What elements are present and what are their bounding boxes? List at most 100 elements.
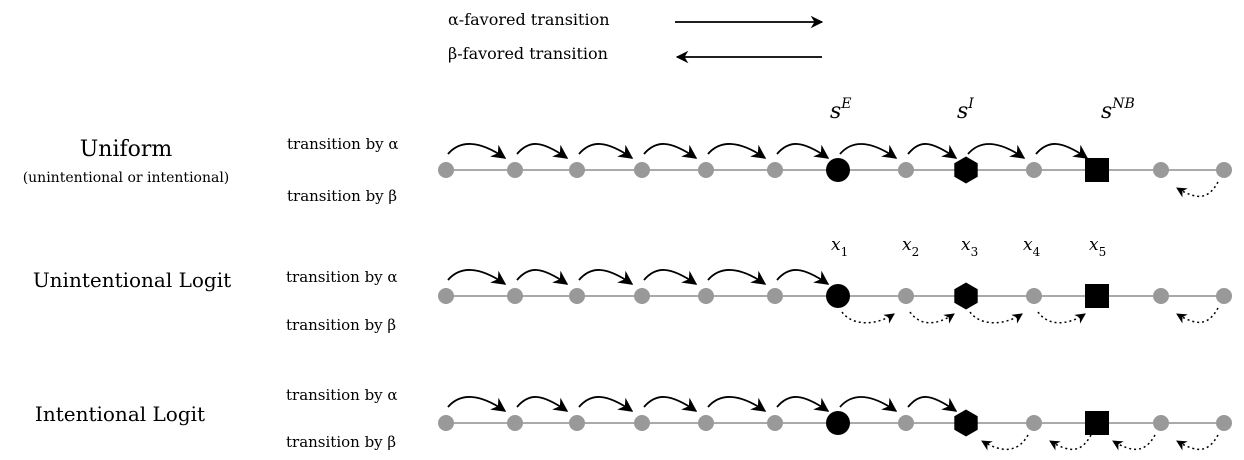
alpha-row-label: transition by α <box>286 268 398 286</box>
beta-transition-arrow <box>981 434 1029 451</box>
row-unintentional-logit: Unintentional Logit transition by α tran… <box>33 268 1232 334</box>
alpha-transition-arrow <box>776 396 830 412</box>
alpha-transition-arrow <box>776 269 830 285</box>
state-sNB-square <box>1085 284 1109 308</box>
alpha-transition-arrow <box>516 396 569 412</box>
state-node <box>569 415 585 431</box>
state-sE-circle <box>826 411 850 435</box>
state-node <box>898 162 914 178</box>
alpha-transition-arrow <box>643 143 698 159</box>
state-sNB-square <box>1085 411 1109 435</box>
alpha-transition-arrow <box>839 143 898 159</box>
alpha-transition-arrow <box>1035 143 1089 159</box>
state-node <box>634 162 650 178</box>
alpha-transition-arrow <box>447 269 507 285</box>
alpha-transition-arrow <box>907 396 958 412</box>
state-node <box>1153 162 1169 178</box>
x-labels: x1 x2 x3 x4 x5 <box>831 235 1106 259</box>
chain <box>438 270 1232 323</box>
state-sNB-square <box>1085 158 1109 182</box>
state-sE-circle <box>826 158 850 182</box>
alpha-transition-arrow <box>578 396 634 412</box>
state-node <box>1026 415 1042 431</box>
beta-transition-arrow <box>1037 311 1086 324</box>
alpha-transition-arrow <box>707 396 767 412</box>
alpha-transition-arrow <box>447 396 507 412</box>
legend-alpha-label: α-favored transition <box>448 10 610 29</box>
state-node <box>507 415 523 431</box>
beta-transition-arrow <box>1049 434 1092 451</box>
state-label-sNB: sNB <box>1101 96 1135 124</box>
alpha-transition-arrow <box>578 143 634 159</box>
row-intentional-logit: Intentional Logit transition by α transi… <box>35 386 1232 451</box>
x-label-5: x5 <box>1089 235 1106 259</box>
alpha-transition-arrow <box>839 396 898 412</box>
row-title: Unintentional Logit <box>33 268 231 292</box>
state-sI-hexagon <box>954 409 978 437</box>
state-node <box>767 288 783 304</box>
x-label-1: x1 <box>831 235 848 259</box>
beta-row-label: transition by β <box>286 433 396 451</box>
alpha-transition-arrow <box>907 143 958 159</box>
state-sI-hexagon <box>954 282 978 310</box>
state-node <box>1216 162 1232 178</box>
beta-transition-arrow <box>969 311 1023 324</box>
beta-transition-arrow <box>1176 181 1219 198</box>
alpha-transition-arrow <box>516 269 569 285</box>
state-labels: sE sI sNB <box>830 96 1135 124</box>
chain <box>438 144 1232 196</box>
state-node <box>698 162 714 178</box>
beta-row-label: transition by β <box>286 316 396 334</box>
x-label-3: x3 <box>961 235 978 259</box>
state-node <box>1216 288 1232 304</box>
row-title: Uniform <box>80 137 173 162</box>
alpha-transition-arrow <box>643 396 698 412</box>
state-node <box>438 415 454 431</box>
beta-row-label: transition by β <box>287 187 397 205</box>
state-node <box>1026 288 1042 304</box>
row-subtitle: (unintentional or intentional) <box>23 170 230 186</box>
state-sI-hexagon <box>954 156 978 184</box>
alpha-row-label: transition by α <box>287 135 399 153</box>
alpha-transition-arrow <box>516 143 569 159</box>
state-node <box>634 288 650 304</box>
beta-transition-arrow <box>909 311 955 324</box>
alpha-row-label: transition by α <box>286 386 398 404</box>
beta-transition-arrow <box>1176 307 1219 324</box>
state-node <box>767 415 783 431</box>
alpha-transition-arrow <box>447 143 507 159</box>
legend: α-favored transition β-favored transitio… <box>448 10 824 64</box>
state-node <box>569 162 585 178</box>
x-label-4: x4 <box>1023 235 1041 259</box>
state-node <box>1026 162 1042 178</box>
state-label-sI: sI <box>957 96 974 124</box>
chain <box>438 397 1232 449</box>
row-uniform: Uniform (unintentional or intentional) t… <box>23 135 1232 205</box>
state-node <box>569 288 585 304</box>
beta-transition-arrow <box>1176 434 1219 451</box>
state-node <box>438 288 454 304</box>
state-node <box>698 288 714 304</box>
state-node <box>634 415 650 431</box>
state-node <box>1153 288 1169 304</box>
alpha-transition-arrow <box>967 143 1026 159</box>
state-node <box>1153 415 1169 431</box>
state-node <box>698 415 714 431</box>
alpha-transition-arrow <box>578 269 634 285</box>
x-label-2: x2 <box>902 235 919 259</box>
beta-transition-arrow <box>1112 434 1156 451</box>
legend-beta-label: β-favored transition <box>448 44 608 63</box>
state-sE-circle <box>826 284 850 308</box>
alpha-transition-arrow <box>707 269 767 285</box>
state-node <box>898 415 914 431</box>
row-title: Intentional Logit <box>35 402 205 426</box>
state-node <box>898 288 914 304</box>
state-label-sE: sE <box>830 96 852 124</box>
state-node <box>507 162 523 178</box>
state-node <box>1216 415 1232 431</box>
state-node <box>438 162 454 178</box>
alpha-transition-arrow <box>776 143 830 159</box>
alpha-transition-arrow <box>643 269 698 285</box>
beta-transition-arrow <box>841 311 895 324</box>
